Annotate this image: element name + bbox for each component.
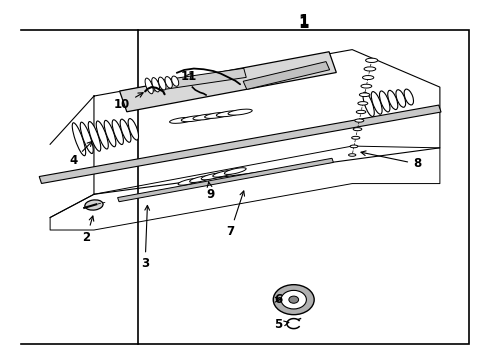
Text: 4: 4 bbox=[70, 141, 92, 167]
Ellipse shape bbox=[358, 102, 368, 105]
Ellipse shape bbox=[359, 93, 370, 96]
Polygon shape bbox=[243, 62, 330, 89]
Ellipse shape bbox=[363, 92, 374, 117]
Ellipse shape bbox=[363, 76, 374, 80]
Ellipse shape bbox=[355, 119, 364, 122]
Circle shape bbox=[289, 296, 298, 303]
Polygon shape bbox=[147, 68, 246, 92]
Text: 2: 2 bbox=[83, 216, 94, 244]
Circle shape bbox=[281, 291, 306, 309]
Ellipse shape bbox=[165, 77, 172, 88]
Ellipse shape bbox=[217, 111, 241, 117]
Ellipse shape bbox=[228, 109, 252, 115]
Polygon shape bbox=[120, 52, 336, 112]
Circle shape bbox=[273, 285, 314, 315]
Ellipse shape bbox=[145, 78, 153, 94]
Ellipse shape bbox=[364, 67, 376, 71]
Text: 8: 8 bbox=[361, 151, 421, 170]
Ellipse shape bbox=[80, 122, 93, 153]
Ellipse shape bbox=[404, 89, 414, 105]
Ellipse shape bbox=[128, 118, 139, 140]
Ellipse shape bbox=[224, 168, 246, 175]
Ellipse shape bbox=[348, 154, 356, 156]
Text: 1: 1 bbox=[298, 14, 309, 29]
Ellipse shape bbox=[72, 123, 86, 156]
Ellipse shape bbox=[158, 77, 166, 90]
Text: 5: 5 bbox=[274, 318, 289, 331]
Ellipse shape bbox=[353, 128, 362, 131]
Text: 1: 1 bbox=[298, 16, 309, 31]
Ellipse shape bbox=[152, 78, 160, 92]
Ellipse shape bbox=[366, 58, 378, 63]
Ellipse shape bbox=[388, 90, 398, 109]
Ellipse shape bbox=[181, 116, 205, 122]
Bar bbox=[138, 30, 469, 344]
Polygon shape bbox=[118, 158, 333, 202]
Ellipse shape bbox=[85, 200, 103, 210]
Polygon shape bbox=[39, 105, 441, 184]
Ellipse shape bbox=[350, 145, 358, 148]
Text: 11: 11 bbox=[181, 70, 197, 83]
Text: 3: 3 bbox=[141, 206, 149, 270]
Ellipse shape bbox=[396, 90, 406, 107]
Ellipse shape bbox=[205, 112, 229, 118]
Ellipse shape bbox=[379, 91, 390, 112]
Ellipse shape bbox=[104, 120, 116, 147]
Ellipse shape bbox=[193, 114, 217, 120]
Ellipse shape bbox=[213, 170, 235, 177]
Ellipse shape bbox=[120, 119, 131, 142]
Ellipse shape bbox=[371, 91, 382, 114]
Ellipse shape bbox=[201, 173, 223, 180]
Text: 10: 10 bbox=[114, 93, 143, 112]
Text: 9: 9 bbox=[207, 182, 215, 201]
Ellipse shape bbox=[356, 110, 366, 114]
Ellipse shape bbox=[352, 136, 360, 139]
Ellipse shape bbox=[172, 76, 179, 86]
Text: 7: 7 bbox=[226, 191, 245, 238]
Ellipse shape bbox=[88, 122, 101, 151]
Ellipse shape bbox=[190, 176, 212, 183]
Ellipse shape bbox=[170, 117, 194, 123]
Ellipse shape bbox=[361, 84, 372, 88]
Ellipse shape bbox=[112, 120, 123, 144]
Text: 6: 6 bbox=[274, 293, 282, 306]
Ellipse shape bbox=[96, 121, 108, 149]
Ellipse shape bbox=[178, 179, 200, 185]
